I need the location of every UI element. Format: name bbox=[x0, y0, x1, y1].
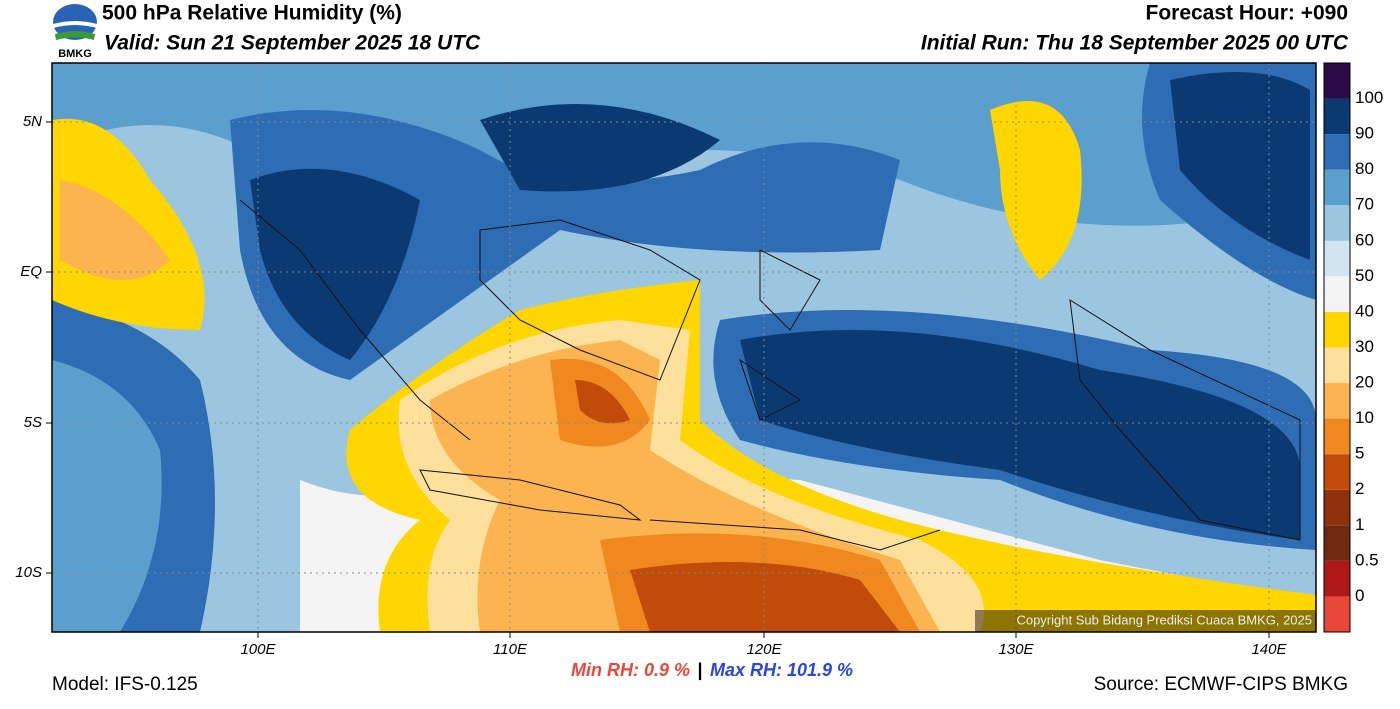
colorbar-label: 100 bbox=[1355, 88, 1383, 107]
colorbar-label: 60 bbox=[1355, 230, 1374, 249]
colorbar-label: 70 bbox=[1355, 195, 1374, 214]
colorbar-segment bbox=[1324, 169, 1350, 206]
lon-label: 110E bbox=[493, 641, 528, 658]
colorbar-label: 0.5 bbox=[1355, 550, 1379, 569]
colorbar-label: 5 bbox=[1355, 444, 1364, 463]
colorbar-segment bbox=[1324, 276, 1350, 312]
colorbar-segment bbox=[1324, 347, 1350, 384]
colorbar-segment bbox=[1324, 311, 1350, 348]
colorbar-frame bbox=[1323, 62, 1351, 633]
colorbar-label: 80 bbox=[1355, 159, 1374, 178]
colorbar-segment bbox=[1324, 205, 1350, 241]
lat-label: 5N bbox=[23, 113, 42, 130]
lat-label: 10S bbox=[15, 564, 42, 581]
colorbar-segment bbox=[1324, 560, 1350, 597]
colorbar-segment bbox=[1324, 489, 1350, 526]
colorbar-segment bbox=[1324, 596, 1350, 632]
humidity-field: Copyright Sub Bidang Prediksi Cuaca BMKG… bbox=[52, 63, 1316, 632]
lon-label: 130E bbox=[998, 641, 1034, 658]
lat-label: EQ bbox=[20, 263, 42, 280]
colorbar-segment bbox=[1324, 383, 1350, 419]
model: Model: IFS-0.125 bbox=[52, 674, 198, 695]
colorbar-segment bbox=[1324, 98, 1350, 135]
lon-label: 120E bbox=[746, 641, 782, 658]
colorbar-segment bbox=[1324, 240, 1350, 277]
source: Source: ECMWF-CIPS BMKG bbox=[1094, 674, 1348, 695]
colorbar-segment bbox=[1324, 525, 1350, 561]
forecast-hour: Forecast Hour: +090 bbox=[1146, 2, 1349, 25]
logo-text: BMKG bbox=[58, 48, 92, 60]
lon-label: 100E bbox=[240, 641, 276, 658]
colorbar: 0 0.5 1 2 5 10 20 30 40 50 60 70 80 90 100 bbox=[1323, 62, 1383, 633]
colorbar-label: 1 bbox=[1355, 515, 1364, 534]
min-rh: Min RH: 0.9 % bbox=[571, 660, 690, 680]
logo: BMKG bbox=[53, 4, 97, 60]
colorbar-label: 50 bbox=[1355, 266, 1374, 285]
colorbar-label: 0 bbox=[1355, 586, 1364, 605]
initial-run: Initial Run: Thu 18 September 2025 00 UT… bbox=[921, 32, 1349, 55]
lon-label: 140E bbox=[1251, 641, 1287, 658]
colorbar-label: 2 bbox=[1355, 479, 1364, 498]
colorbar-label: 40 bbox=[1355, 301, 1374, 320]
lat-label: 5S bbox=[24, 414, 42, 431]
colorbar-segment bbox=[1324, 134, 1350, 170]
title: 500 hPa Relative Humidity (%) bbox=[102, 2, 402, 25]
colorbar-label: 20 bbox=[1355, 373, 1374, 392]
copyright: Copyright Sub Bidang Prediksi Cuaca BMKG… bbox=[1016, 612, 1312, 627]
colorbar-segment bbox=[1324, 63, 1350, 99]
separator: | bbox=[697, 660, 702, 680]
map-frame bbox=[51, 62, 1317, 633]
colorbar-label: 90 bbox=[1355, 124, 1374, 143]
colorbar-segment bbox=[1324, 418, 1350, 455]
colorbar-segment bbox=[1324, 454, 1350, 490]
colorbar-label: 30 bbox=[1355, 337, 1374, 356]
max-rh: Max RH: 101.9 % bbox=[710, 660, 853, 680]
valid-time: Valid: Sun 21 September 2025 18 UTC bbox=[104, 32, 481, 55]
colorbar-label: 10 bbox=[1355, 408, 1374, 427]
